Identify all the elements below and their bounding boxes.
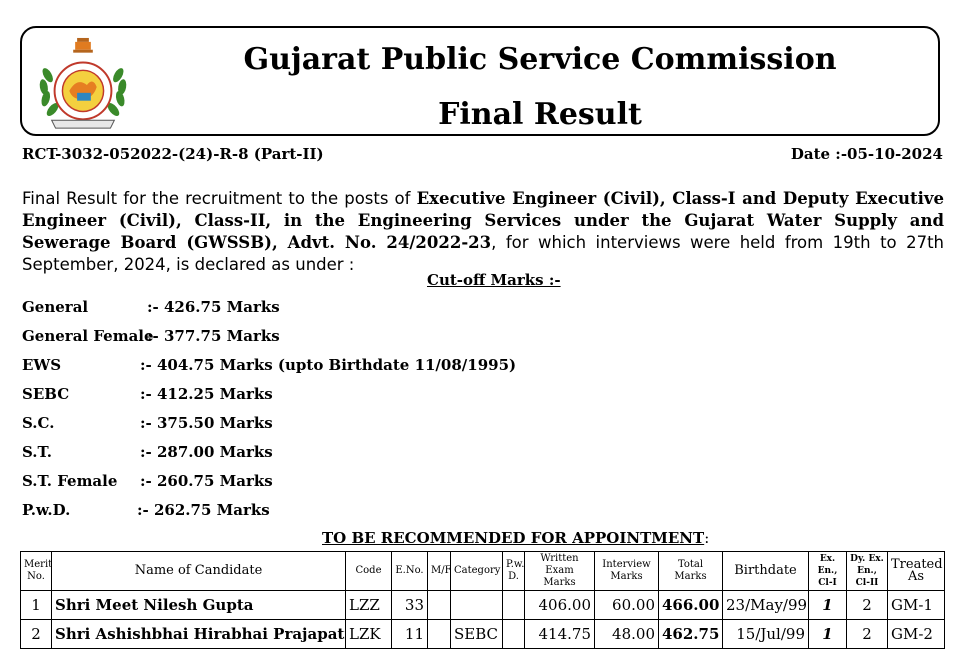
col-header: E.No.	[391, 551, 428, 591]
cell-total: 462.75	[658, 619, 723, 649]
cell-pwd	[502, 619, 525, 649]
cell-eno: 11	[391, 619, 428, 649]
col-header: Total Marks	[658, 551, 723, 591]
col-header: Interview Marks	[594, 551, 659, 591]
col-header: Treated As	[887, 551, 945, 591]
cell-dy-ex-en: 2	[846, 619, 888, 649]
cell-mf	[427, 590, 451, 620]
col-header: Merit No.	[20, 551, 52, 591]
cutoff-row: General:- 426.75 Marks	[22, 298, 280, 316]
cell-birthdate: 15/Jul/99	[722, 619, 809, 649]
col-header: Dy. Ex. En., Cl-II	[846, 551, 888, 591]
gpsc-emblem-logo	[39, 37, 127, 129]
col-header: Birthdate	[722, 551, 809, 591]
cell-treated-as: GM-1	[887, 590, 945, 620]
intro-paragraph: Final Result for the recruitment to the …	[22, 189, 945, 274]
cell-code: LZK	[345, 619, 392, 649]
cell-category	[450, 590, 503, 620]
col-header: Ex. En., Cl-I	[808, 551, 847, 591]
cutoff-heading: Cut-off Marks :-	[427, 271, 561, 289]
cutoff-row: P.w.D.:- 262.75 Marks	[22, 501, 270, 519]
cutoff-row: General Female:- 377.75 Marks	[22, 327, 280, 345]
cell-mf	[427, 619, 451, 649]
cell-interview: 60.00	[594, 590, 659, 620]
result-table: Merit No. Name of Candidate Code E.No. M…	[20, 551, 945, 649]
cell-birthdate: 23/May/99	[722, 590, 809, 620]
page-subtitle: Final Result	[438, 97, 642, 132]
cutoff-row: S.T.:- 287.00 Marks	[22, 443, 273, 461]
cell-interview: 48.00	[594, 619, 659, 649]
cutoff-row: S.C.:- 375.50 Marks	[22, 414, 273, 432]
header-box	[20, 26, 940, 136]
cell-merit: 1	[20, 590, 52, 620]
result-date: Date :-05-10-2024	[790, 145, 943, 163]
cell-ex-en: 1	[808, 619, 847, 649]
cell-code: LZZ	[345, 590, 392, 620]
cell-pwd	[502, 590, 525, 620]
cell-dy-ex-en: 2	[846, 590, 888, 620]
cell-written: 406.00	[524, 590, 595, 620]
col-header: Code	[345, 551, 392, 591]
recommend-heading: TO BE RECOMMENDED FOR APPOINTMENT:	[322, 529, 710, 547]
reference-number: RCT-3032-052022-(24)-R-8 (Part-II)	[22, 145, 324, 163]
col-header: Written Exam Marks	[524, 551, 595, 591]
table-row: 1 Shri Meet Nilesh Gupta LZZ 33 406.00 6…	[20, 590, 945, 620]
col-header: M/F	[427, 551, 451, 591]
table-header-row: Merit No. Name of Candidate Code E.No. M…	[20, 551, 945, 591]
cutoff-row: SEBC:- 412.25 Marks	[22, 385, 273, 403]
cell-name: Shri Meet Nilesh Gupta	[51, 590, 346, 620]
cell-treated-as: GM-2	[887, 619, 945, 649]
col-header: Category	[450, 551, 503, 591]
cell-merit: 2	[20, 619, 52, 649]
col-header: Name of Candidate	[51, 551, 346, 591]
cutoff-row: S.T. Female:- 260.75 Marks	[22, 472, 273, 490]
table-row: 2 Shri Ashishbhai Hirabhai Prajapati LZK…	[20, 619, 945, 649]
cell-eno: 33	[391, 590, 428, 620]
page-title: Gujarat Public Service Commission	[243, 42, 837, 77]
col-header: P.w. D.	[502, 551, 525, 591]
cell-name: Shri Ashishbhai Hirabhai Prajapati	[51, 619, 346, 649]
cell-total: 466.00	[658, 590, 723, 620]
cutoff-row: EWS:- 404.75 Marks (upto Birthdate 11/08…	[22, 356, 517, 374]
cell-ex-en: 1	[808, 590, 847, 620]
cell-category: SEBC	[450, 619, 503, 649]
cell-written: 414.75	[524, 619, 595, 649]
